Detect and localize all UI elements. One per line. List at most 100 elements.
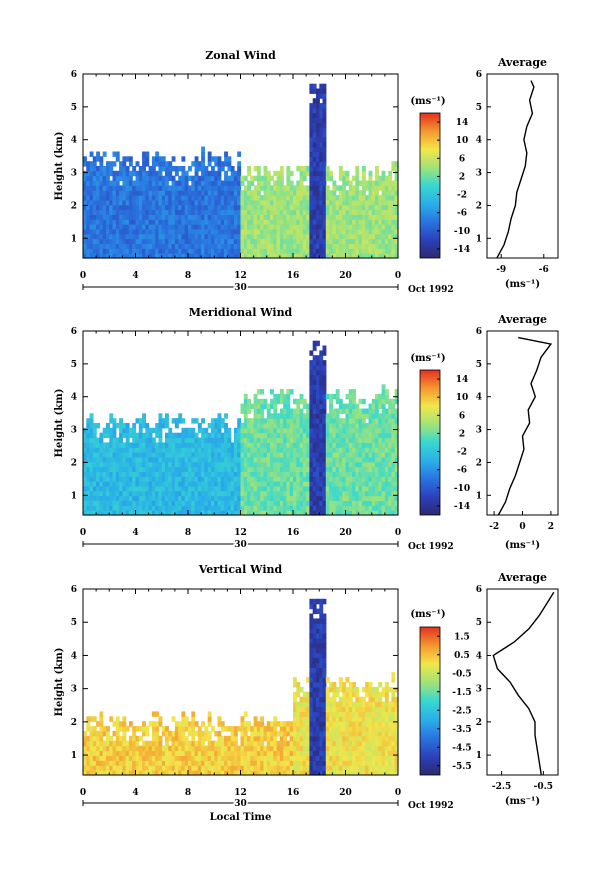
heatmap-cell bbox=[391, 248, 396, 254]
heatmap-cell bbox=[325, 413, 330, 419]
heatmap-cell bbox=[174, 721, 179, 727]
heatmap-cell bbox=[375, 233, 379, 240]
heatmap-cell bbox=[299, 418, 304, 424]
heatmap-cell bbox=[348, 466, 353, 472]
heatmap-cell bbox=[322, 505, 327, 511]
heatmap-cell bbox=[224, 170, 228, 177]
heatmap-cell bbox=[388, 204, 393, 211]
heatmap-cell bbox=[296, 166, 301, 172]
heatmap-cell bbox=[381, 253, 386, 259]
heatmap-cell bbox=[204, 735, 209, 742]
heatmap-cell bbox=[358, 427, 363, 434]
heatmap-cell bbox=[316, 471, 320, 477]
heatmap-cell bbox=[201, 442, 205, 448]
heatmap-cell bbox=[161, 190, 166, 196]
heatmap-cell bbox=[191, 750, 196, 756]
heatmap-cell bbox=[178, 195, 183, 201]
heatmap-cell bbox=[361, 195, 366, 201]
heatmap-cell bbox=[132, 447, 137, 453]
heatmap-cell bbox=[125, 490, 130, 497]
heatmap-cell bbox=[391, 418, 396, 424]
heatmap-cell bbox=[168, 233, 173, 240]
heatmap-cell bbox=[306, 413, 310, 419]
heatmap-cell bbox=[214, 485, 219, 492]
heatmap-cell bbox=[391, 190, 396, 196]
heatmap-cell bbox=[286, 726, 291, 732]
heatmap-cell bbox=[204, 427, 209, 434]
heatmap-cell bbox=[270, 243, 274, 249]
heatmap-cell bbox=[371, 447, 376, 453]
heatmap-cell bbox=[145, 175, 150, 182]
heatmap-cell bbox=[391, 461, 396, 468]
heatmap-cell bbox=[191, 726, 196, 732]
heatmap-cell bbox=[128, 461, 133, 468]
heatmap-cell bbox=[348, 413, 353, 419]
heatmap-cell bbox=[125, 228, 130, 235]
heatmap-cell bbox=[394, 461, 399, 468]
heatmap-cell bbox=[273, 238, 278, 244]
heatmap-cell bbox=[276, 510, 281, 516]
heatmap-cell bbox=[181, 156, 186, 162]
heatmap-cell bbox=[273, 413, 278, 419]
heatmap-cell bbox=[283, 481, 288, 487]
heatmap-cell bbox=[365, 510, 370, 516]
heatmap-cell bbox=[155, 432, 160, 439]
heatmap-cell bbox=[368, 403, 373, 409]
heatmap-cell bbox=[240, 442, 245, 448]
heatmap-cell bbox=[174, 740, 179, 747]
heatmap-cell bbox=[138, 185, 143, 191]
heatmap-cell bbox=[204, 170, 209, 177]
heatmap-cell bbox=[125, 476, 130, 482]
heatmap-cell bbox=[332, 393, 337, 400]
heatmap-cell bbox=[322, 190, 327, 196]
heatmap-cell bbox=[191, 495, 196, 501]
heatmap-cell bbox=[214, 750, 219, 756]
heatmap-cell bbox=[266, 495, 271, 501]
heatmap-cell bbox=[378, 175, 383, 182]
heatmap-cell bbox=[201, 175, 205, 182]
heatmap-cell bbox=[207, 750, 212, 756]
heatmap-cell bbox=[342, 214, 347, 220]
heatmap-cell bbox=[332, 238, 337, 244]
heatmap-cell bbox=[227, 765, 232, 771]
heatmap-cell bbox=[247, 195, 251, 201]
heatmap-cell bbox=[240, 233, 245, 240]
heatmap-cell bbox=[184, 735, 189, 742]
heatmap-cell bbox=[151, 248, 156, 254]
heatmap-cell bbox=[191, 195, 196, 201]
heatmap-cell bbox=[99, 224, 104, 230]
heatmap-cell bbox=[148, 175, 153, 182]
heatmap-cell bbox=[335, 432, 340, 439]
heatmap-cell bbox=[289, 190, 294, 196]
heatmap-cell bbox=[306, 170, 310, 177]
heatmap-cell bbox=[325, 204, 330, 211]
heatmap-cell bbox=[250, 466, 255, 472]
heatmap-cell bbox=[174, 476, 179, 482]
heatmap-cell bbox=[247, 481, 251, 487]
heatmap-cell bbox=[384, 510, 389, 516]
heatmap-cell bbox=[174, 456, 179, 463]
heatmap-cell bbox=[142, 238, 146, 244]
heatmap-cell bbox=[128, 219, 133, 225]
heatmap-cell bbox=[355, 233, 360, 240]
heatmap-cell bbox=[312, 510, 317, 516]
heatmap-cell bbox=[155, 495, 160, 501]
heatmap-cell bbox=[391, 452, 396, 458]
heatmap-cell bbox=[220, 735, 225, 742]
heatmap-cell bbox=[306, 190, 310, 196]
heatmap-cell bbox=[332, 204, 337, 211]
heatmap-cell bbox=[197, 180, 202, 186]
heatmap-cell bbox=[128, 471, 133, 477]
heatmap-cell bbox=[348, 456, 353, 463]
heatmap-cell bbox=[119, 228, 123, 235]
heatmap-cell bbox=[217, 721, 222, 727]
heatmap-cell bbox=[312, 393, 317, 400]
heatmap-cell bbox=[132, 735, 137, 742]
heatmap-cell bbox=[204, 466, 209, 472]
heatmap-cell bbox=[106, 760, 110, 766]
heatmap-cell bbox=[286, 214, 291, 220]
heatmap-cell bbox=[188, 190, 192, 196]
heatmap-cell bbox=[279, 461, 284, 468]
heatmap-cell bbox=[384, 505, 389, 511]
heatmap-cell bbox=[286, 442, 291, 448]
